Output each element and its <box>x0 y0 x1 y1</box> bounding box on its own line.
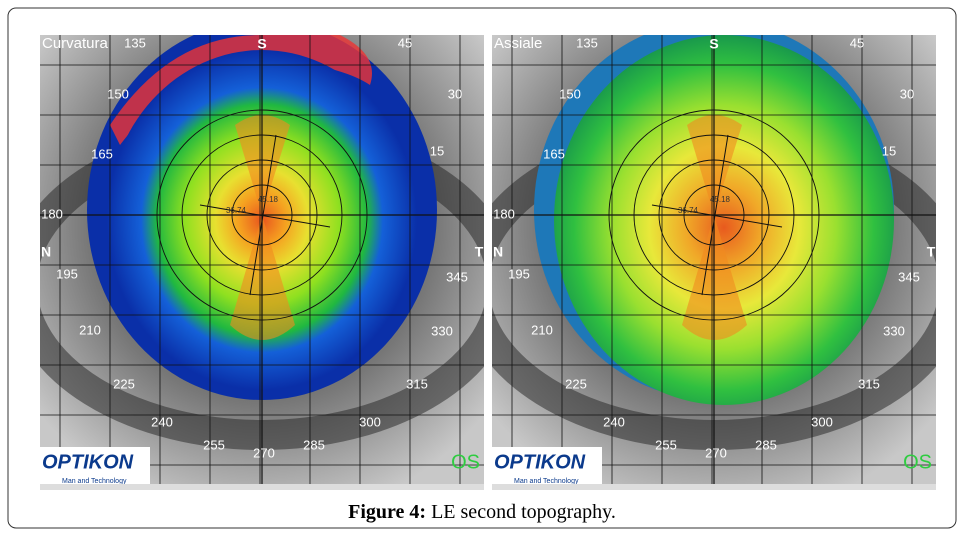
title: Curvatura <box>42 35 109 52</box>
pole-label: T <box>475 244 484 260</box>
angle-label: 270 <box>253 445 275 460</box>
angle-label: 30 <box>900 86 914 101</box>
angle-label: 135 <box>124 35 146 50</box>
k-value: 45.18 <box>710 195 731 204</box>
angle-label: 225 <box>565 376 587 391</box>
page: {"figure": { "panels": [ {"title": "Curv… <box>0 0 964 536</box>
angle-label: 345 <box>446 269 468 284</box>
k-value: 36.74 <box>226 206 247 215</box>
logo-subtitle: Man and Technology <box>62 478 127 485</box>
angle-label: 300 <box>811 414 833 429</box>
angle-label: 15 <box>882 143 896 158</box>
angle-label: 300 <box>359 414 381 429</box>
title: Assiale <box>494 35 542 52</box>
caption-label: Figure 4: <box>348 501 426 523</box>
angle-label: 195 <box>56 266 78 281</box>
panel-image: Assiale 135 45 150 30 165 15 180 195 345 210 330 225… <box>474 20 954 490</box>
caption-text: LE second topography. <box>431 501 616 523</box>
pole-label: N <box>493 244 503 260</box>
angle-label: 135 <box>576 35 598 50</box>
angle-label: 165 <box>91 146 113 161</box>
angle-label: 180 <box>41 206 63 221</box>
angle-label: 150 <box>107 86 129 101</box>
k-value: 45.18 <box>258 195 279 204</box>
angle-label: 285 <box>755 437 777 452</box>
angle-label: 210 <box>531 322 553 337</box>
caption: Figure 4: LE second topography. <box>348 501 616 523</box>
angle-label: 30 <box>448 86 462 101</box>
angle-label: 255 <box>655 437 677 452</box>
figure: Figure 4: LE second topography. Curvatur… <box>0 0 964 536</box>
bottom-strip <box>40 484 484 490</box>
angle-label: 45 <box>850 35 864 50</box>
angle-label: 330 <box>431 323 453 338</box>
angle-label: 15 <box>430 143 444 158</box>
angle-label: 210 <box>79 322 101 337</box>
angle-label: 315 <box>406 376 428 391</box>
angle-label: 180 <box>493 206 515 221</box>
k-value: 36.74 <box>678 206 699 215</box>
eye-label: OS <box>903 451 932 473</box>
pole-label: T <box>927 244 936 260</box>
map-inner <box>554 35 894 405</box>
angle-label: 225 <box>113 376 135 391</box>
topography-panel: Curvatura 135 45 150 30 165 15 180 195 345 210 330 2… <box>22 20 502 490</box>
angle-label: 240 <box>603 414 625 429</box>
eye-label: OS <box>451 451 480 473</box>
logo: OPTIKON <box>42 451 134 473</box>
angle-label: 150 <box>559 86 581 101</box>
pole-label: N <box>41 244 51 260</box>
angle-label: 195 <box>508 266 530 281</box>
angle-label: 240 <box>151 414 173 429</box>
angle-label: 330 <box>883 323 905 338</box>
angle-label: 285 <box>303 437 325 452</box>
pole-label: S <box>709 36 718 52</box>
logo: OPTIKON <box>494 451 586 473</box>
bottom-strip <box>492 484 936 490</box>
topography-panel: Assiale 135 45 150 30 165 15 180 195 345 210 330 225… <box>474 20 954 490</box>
panel-image: Curvatura 135 45 150 30 165 15 180 195 345 210 330 2… <box>22 20 502 490</box>
angle-label: 45 <box>398 35 412 50</box>
angle-label: 255 <box>203 437 225 452</box>
angle-label: 345 <box>898 269 920 284</box>
angle-label: 270 <box>705 445 727 460</box>
angle-label: 165 <box>543 146 565 161</box>
pole-label: S <box>257 36 266 52</box>
angle-label: 315 <box>858 376 880 391</box>
logo-subtitle: Man and Technology <box>514 478 579 485</box>
